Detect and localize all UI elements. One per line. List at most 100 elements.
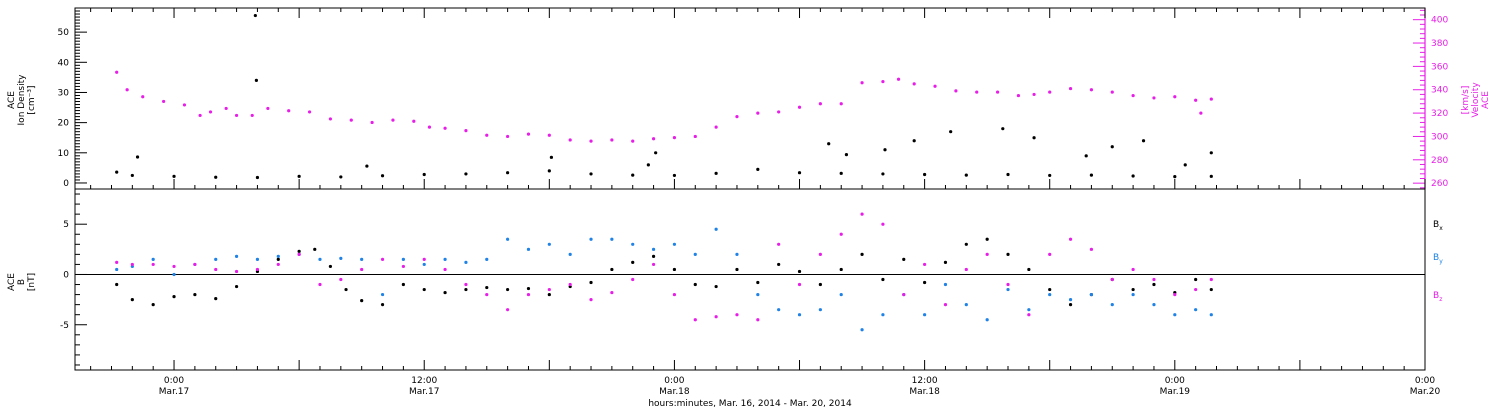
- field-point-bx: [1194, 277, 1198, 282]
- density-point: [135, 155, 140, 159]
- field-point-bz: [797, 282, 802, 287]
- velocity-point: [1209, 97, 1213, 101]
- field-point-bz: [631, 277, 635, 282]
- field-point-bx: [1131, 287, 1135, 292]
- field-point-by: [1027, 308, 1031, 312]
- field-point-bx: [234, 284, 239, 289]
- density-point: [464, 172, 468, 176]
- velocity-point: [1110, 90, 1114, 94]
- velocity-point: [391, 118, 395, 122]
- density-point: [214, 175, 218, 179]
- field-point-bx: [547, 292, 551, 297]
- field-point-bx: [902, 257, 906, 261]
- density-point: [1084, 154, 1088, 158]
- velocity-point: [250, 113, 254, 118]
- field-point-bx: [1048, 287, 1052, 292]
- density-point: [1173, 175, 1177, 179]
- density-point: [1006, 172, 1010, 177]
- time-tick-label: 12:00: [912, 376, 938, 386]
- velocity-point: [839, 102, 843, 106]
- density-point: [672, 173, 677, 178]
- field-point-bz: [964, 267, 968, 272]
- velocity-point: [198, 113, 202, 118]
- velocity-axis-label-line1: ACE: [1481, 91, 1491, 109]
- field-point-bx: [526, 286, 531, 291]
- density-point: [756, 167, 760, 171]
- field-point-by: [964, 303, 968, 307]
- field-point-by: [464, 260, 468, 265]
- field-point-by: [923, 313, 927, 317]
- field-point-bx: [735, 267, 739, 272]
- velocity-axis-label-line2: Velocity: [1471, 82, 1481, 118]
- field-point-bx: [485, 285, 489, 290]
- velocity-point: [896, 77, 901, 81]
- field-point-by: [860, 328, 864, 332]
- time-tick-label: 0:00: [1415, 376, 1435, 386]
- velocity-point: [589, 139, 593, 143]
- field-tick-label: -5: [60, 321, 69, 331]
- field-point-by: [1152, 303, 1156, 307]
- field-point-by: [672, 242, 677, 246]
- date-tick-label: Mar.18: [659, 387, 690, 397]
- velocity-point: [287, 109, 291, 113]
- density-point: [1141, 139, 1146, 143]
- field-point-by: [1194, 308, 1198, 312]
- density-tick-label: 20: [58, 119, 70, 129]
- density-tick-label: 0: [63, 179, 69, 189]
- field-point-bz: [902, 292, 906, 297]
- field-point-bx: [610, 267, 614, 272]
- field-point-bx: [172, 294, 176, 299]
- density-point: [839, 171, 843, 175]
- field-point-bz: [756, 318, 760, 322]
- field-point-bz: [172, 264, 176, 269]
- density-point: [964, 173, 968, 177]
- density-point: [923, 172, 927, 177]
- velocity-tick-label: 340: [1431, 86, 1448, 96]
- density-point: [1110, 145, 1114, 149]
- field-point-by: [1209, 313, 1213, 317]
- density-point: [827, 142, 831, 146]
- density-point: [506, 171, 510, 175]
- velocity-point: [485, 133, 489, 137]
- velocity-point: [995, 90, 1000, 94]
- field-point-by: [610, 237, 614, 241]
- field-point-by: [714, 227, 718, 231]
- field-point-bz: [839, 232, 843, 236]
- field-point-bz: [1006, 282, 1010, 287]
- field-point-bz: [985, 252, 989, 256]
- field-point-bz: [1110, 277, 1114, 282]
- field-point-by: [506, 237, 510, 241]
- field-point-bz: [214, 267, 218, 272]
- density-point: [115, 170, 119, 174]
- field-point-by: [943, 282, 948, 287]
- time-tick-label: 0:00: [664, 376, 684, 386]
- date-tick-label: Mar.19: [1160, 387, 1191, 397]
- velocity-axis-ticks: 260 280 300 320 340 360 380 400: [1413, 8, 1448, 189]
- velocity-point: [912, 82, 916, 86]
- velocity-point: [506, 134, 510, 139]
- density-axis-label-line3: [cm⁻³]: [27, 85, 37, 114]
- velocity-point: [756, 111, 760, 115]
- field-point-bz: [360, 267, 364, 272]
- field-point-by: [777, 308, 781, 312]
- field-point-bx: [693, 282, 697, 287]
- density-point: [1032, 136, 1036, 140]
- field-point-bz: [818, 252, 822, 256]
- field-point-by: [568, 252, 572, 256]
- top-panel-frame: [74, 7, 1426, 190]
- velocity-point: [547, 133, 551, 137]
- field-point-bz: [115, 260, 119, 265]
- legend-entry-bz: Bz: [1433, 291, 1442, 303]
- legend-subscript: y: [1439, 258, 1443, 265]
- field-point-bx: [422, 287, 426, 292]
- velocity-point: [651, 137, 656, 141]
- velocity-point: [307, 110, 312, 114]
- field-point-bz: [1089, 247, 1094, 251]
- legend-entry-bx: Bx: [1433, 220, 1443, 232]
- density-point: [883, 148, 887, 152]
- field-point-bz: [589, 298, 593, 302]
- field-point-by: [339, 256, 343, 260]
- field-point-bz: [339, 277, 343, 282]
- field-point-bz: [422, 257, 426, 261]
- velocity-point: [1199, 111, 1203, 115]
